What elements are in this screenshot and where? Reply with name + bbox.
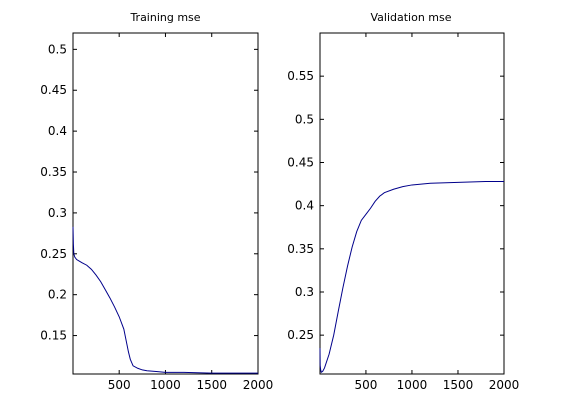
validation-mse-panel: Validation mse 500 1000 1500 2000 0.25 0.3 0.3…	[287, 11, 519, 392]
training-ytick-label-1: 0.2	[48, 288, 67, 302]
training-ytick-label-7: 0.5	[48, 42, 67, 56]
training-plot-area	[72, 32, 259, 375]
validation-plot-area	[319, 32, 505, 375]
training-ytick-label-2: 0.25	[40, 247, 67, 261]
validation-xtick-label-1: 1000	[397, 378, 428, 392]
training-xtick-label-2: 1500	[196, 378, 227, 392]
training-ytick-label-6: 0.45	[40, 83, 67, 97]
training-mse-title: Training mse	[129, 11, 200, 24]
validation-ytick-label-1: 0.3	[295, 285, 314, 299]
training-ytick-label-4: 0.35	[40, 165, 67, 179]
training-ytick-label-0: 0.15	[40, 329, 67, 343]
validation-ytick-label-0: 0.25	[287, 328, 314, 342]
validation-xtick-label-3: 2000	[489, 378, 520, 392]
training-mse-line	[72, 226, 258, 374]
training-ticks: 500 1000 1500 2000 0.15 0.2 0.25 0.3 0.35 0.4 0.45…	[40, 33, 273, 392]
validation-xtick-label-0: 500	[354, 378, 377, 392]
validation-mse-title: Validation mse	[370, 11, 451, 24]
validation-ytick-label-6: 0.55	[287, 69, 314, 83]
training-mse-panel: Training mse 500 1000 1500 2000 0.15 0.2 0.25 0…	[40, 11, 273, 392]
training-ytick-label-5: 0.4	[48, 124, 67, 138]
validation-mse-line	[319, 180, 504, 374]
validation-ytick-label-5: 0.5	[295, 112, 314, 126]
training-xtick-label-3: 2000	[243, 378, 274, 392]
validation-ytick-label-4: 0.45	[287, 155, 314, 169]
validation-ticks: 500 1000 1500 2000 0.25 0.3 0.35 0.4 0.45 0.5 0.55	[287, 33, 519, 392]
training-xtick-label-1: 1000	[150, 378, 181, 392]
validation-xtick-label-2: 1500	[443, 378, 474, 392]
validation-ytick-label-3: 0.4	[295, 199, 314, 213]
validation-ytick-label-2: 0.35	[287, 242, 314, 256]
training-ytick-label-3: 0.3	[48, 206, 67, 220]
training-xtick-label-0: 500	[108, 378, 131, 392]
